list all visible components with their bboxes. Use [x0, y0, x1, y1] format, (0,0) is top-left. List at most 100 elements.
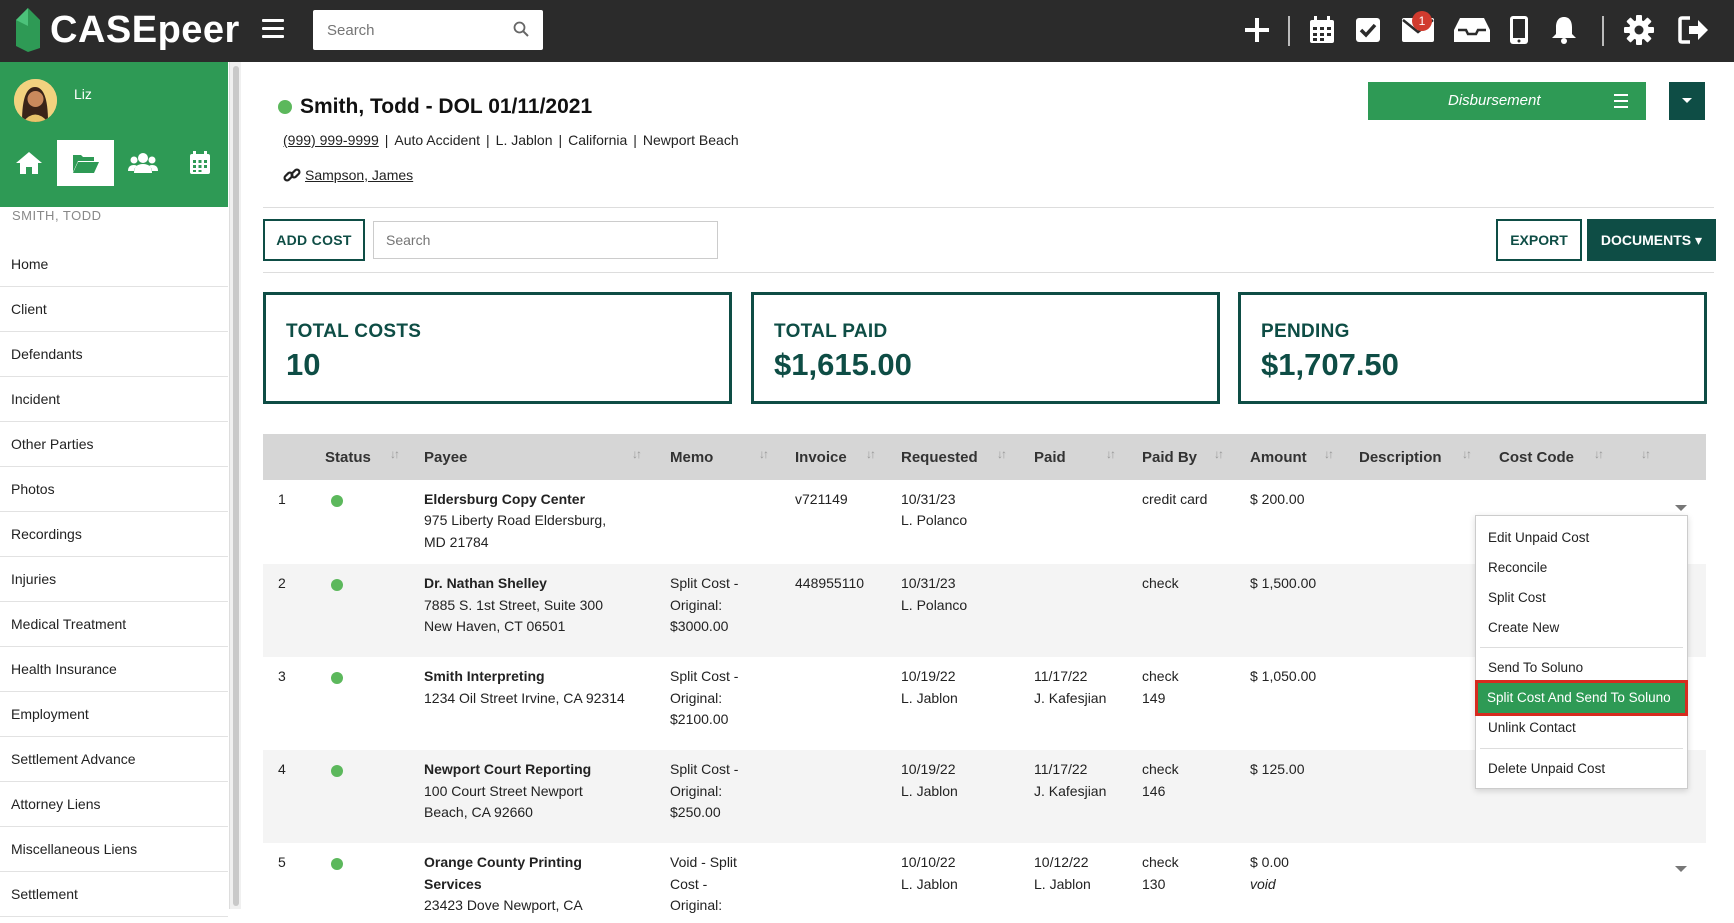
payee-name-cont[interactable]: Services: [424, 876, 482, 892]
menu-item-unlink-contact[interactable]: Unlink Contact: [1488, 720, 1576, 735]
tab-calendar[interactable]: [171, 140, 228, 186]
client-name: SMITH, TODD: [12, 208, 102, 223]
avatar[interactable]: [14, 79, 57, 122]
case-stage-button[interactable]: Disbursement: [1368, 82, 1646, 120]
sort-icon[interactable]: ↓↑: [1641, 447, 1651, 461]
bell-icon[interactable]: [1550, 14, 1578, 46]
payee-name[interactable]: Orange County Printing: [424, 854, 582, 870]
row-actions-caret-icon[interactable]: [1674, 499, 1688, 515]
memo: Original:: [670, 597, 723, 613]
col-status[interactable]: Status: [325, 449, 371, 466]
sidebar-item-medical-treatment[interactable]: Medical Treatment: [0, 602, 228, 647]
col-cost-code[interactable]: Cost Code: [1499, 449, 1574, 466]
col-requested[interactable]: Requested: [901, 449, 978, 466]
sort-icon[interactable]: ↓↑: [997, 447, 1007, 461]
sidebar-item-defendants[interactable]: Defendants: [0, 332, 228, 377]
col-memo[interactable]: Memo: [670, 449, 714, 466]
gear-icon[interactable]: [1624, 14, 1654, 46]
sort-icon[interactable]: ↓↑: [1462, 447, 1472, 461]
row-actions-caret-icon[interactable]: [1674, 860, 1688, 876]
logout-icon[interactable]: [1678, 14, 1710, 46]
linked-contact[interactable]: Sampson, James: [283, 166, 413, 184]
mobile-phone-icon[interactable]: [1508, 14, 1530, 46]
row-number: 3: [278, 668, 286, 684]
sort-icon[interactable]: ↓↑: [390, 447, 400, 461]
sidebar-item-settlement-advance[interactable]: Settlement Advance: [0, 737, 228, 782]
sidebar-item-incident[interactable]: Incident: [0, 377, 228, 422]
stage-dropdown-toggle[interactable]: [1669, 82, 1705, 120]
col-paid-by[interactable]: Paid By: [1142, 449, 1198, 466]
export-button[interactable]: EXPORT: [1496, 219, 1582, 261]
sidebar-item-health-insurance[interactable]: Health Insurance: [0, 647, 228, 692]
table-row[interactable]: 4 Newport Court Reporting 100 Court Stre…: [263, 750, 1706, 843]
sort-icon[interactable]: ↓↑: [632, 447, 642, 461]
sort-icon[interactable]: ↓↑: [759, 447, 769, 461]
sidebar-item-recordings[interactable]: Recordings: [0, 512, 228, 557]
cost-search-input[interactable]: [374, 222, 717, 258]
calendar-icon: [189, 151, 210, 174]
sort-icon[interactable]: ↓↑: [866, 447, 876, 461]
sidebar-nav: Home Client Defendants Incident Other Pa…: [0, 242, 228, 917]
payee-address: MD 21784: [424, 534, 489, 550]
calendar-icon[interactable]: [1308, 14, 1336, 46]
sidebar-item-employment[interactable]: Employment: [0, 692, 228, 737]
sidebar-item-client[interactable]: Client: [0, 287, 228, 332]
col-invoice[interactable]: Invoice: [795, 449, 847, 466]
table-row[interactable]: 3 Smith Interpreting 1234 Oil Street Irv…: [263, 657, 1706, 750]
linked-contact-name[interactable]: Sampson, James: [305, 167, 414, 183]
payee-name[interactable]: Dr. Nathan Shelley: [424, 575, 547, 591]
menu-item-split-cost-and-send-to-soluno[interactable]: Split Cost And Send To Soluno: [1475, 680, 1688, 716]
sidebar-item-photos[interactable]: Photos: [0, 467, 228, 512]
menu-item-reconcile[interactable]: Reconcile: [1488, 560, 1548, 575]
menu-item-delete-unpaid-cost[interactable]: Delete Unpaid Cost: [1488, 761, 1606, 776]
sort-icon[interactable]: ↓↑: [1214, 447, 1224, 461]
memo: Split Cost -: [670, 668, 739, 684]
table-row[interactable]: 1 Eldersburg Copy Center 975 Liberty Roa…: [263, 480, 1706, 564]
payee-name[interactable]: Eldersburg Copy Center: [424, 491, 586, 507]
documents-button[interactable]: DOCUMENTS ▾: [1587, 219, 1716, 261]
payee-name[interactable]: Newport Court Reporting: [424, 761, 592, 777]
row-number: 5: [278, 854, 286, 870]
row-status-dot: [331, 672, 343, 684]
sidebar-item-settlement[interactable]: Settlement: [0, 872, 228, 917]
search-icon[interactable]: [513, 21, 529, 42]
requested-by: L. Polanco: [901, 512, 968, 528]
col-description[interactable]: Description: [1359, 449, 1442, 466]
menu-item-create-new[interactable]: Create New: [1488, 620, 1560, 635]
tab-home[interactable]: [0, 140, 57, 186]
sidebar-item-attorney-liens[interactable]: Attorney Liens: [0, 782, 228, 827]
case-phone-link[interactable]: (999) 999-9999: [283, 132, 379, 148]
memo: Split Cost -: [670, 575, 739, 591]
sidebar-item-home[interactable]: Home: [0, 242, 228, 287]
caret-down-icon: [1682, 98, 1692, 103]
global-search-input[interactable]: [313, 10, 503, 50]
sidebar-tabs: [0, 140, 228, 186]
sidebar-scrollbar[interactable]: [229, 62, 241, 909]
payee-name[interactable]: Smith Interpreting: [424, 668, 545, 684]
tab-contacts[interactable]: [114, 140, 171, 186]
add-cost-button[interactable]: ADD COST: [263, 219, 365, 261]
row-number: 2: [278, 575, 286, 591]
tasks-check-icon[interactable]: [1354, 14, 1382, 46]
tab-case-files[interactable]: [57, 140, 114, 186]
sort-icon[interactable]: ↓↑: [1106, 447, 1116, 461]
memo: Original:: [670, 783, 723, 799]
inbox-tray-icon[interactable]: [1454, 14, 1490, 46]
menu-item-edit-unpaid-cost[interactable]: Edit Unpaid Cost: [1488, 530, 1590, 545]
table-row[interactable]: 5 Orange County Printing Services 23423 …: [263, 843, 1706, 923]
sort-icon[interactable]: ↓↑: [1594, 447, 1604, 461]
sidebar-item-other-parties[interactable]: Other Parties: [0, 422, 228, 467]
col-amount[interactable]: Amount: [1250, 449, 1307, 466]
app-logo[interactable]: CASEpeer: [14, 8, 240, 52]
menu-item-split-cost[interactable]: Split Cost: [1488, 590, 1546, 605]
scrollbar-thumb[interactable]: [233, 66, 239, 906]
plus-icon[interactable]: [1243, 14, 1271, 46]
col-payee[interactable]: Payee: [424, 449, 468, 466]
sort-icon[interactable]: ↓↑: [1324, 447, 1334, 461]
sidebar-item-injuries[interactable]: Injuries: [0, 557, 228, 602]
sidebar-item-miscellaneous-liens[interactable]: Miscellaneous Liens: [0, 827, 228, 872]
col-paid[interactable]: Paid: [1034, 449, 1066, 466]
table-row[interactable]: 2 Dr. Nathan Shelley 7885 S. 1st Street,…: [263, 564, 1706, 657]
menu-toggle-icon[interactable]: [262, 19, 284, 39]
menu-item-send-to-soluno[interactable]: Send To Soluno: [1488, 660, 1584, 675]
